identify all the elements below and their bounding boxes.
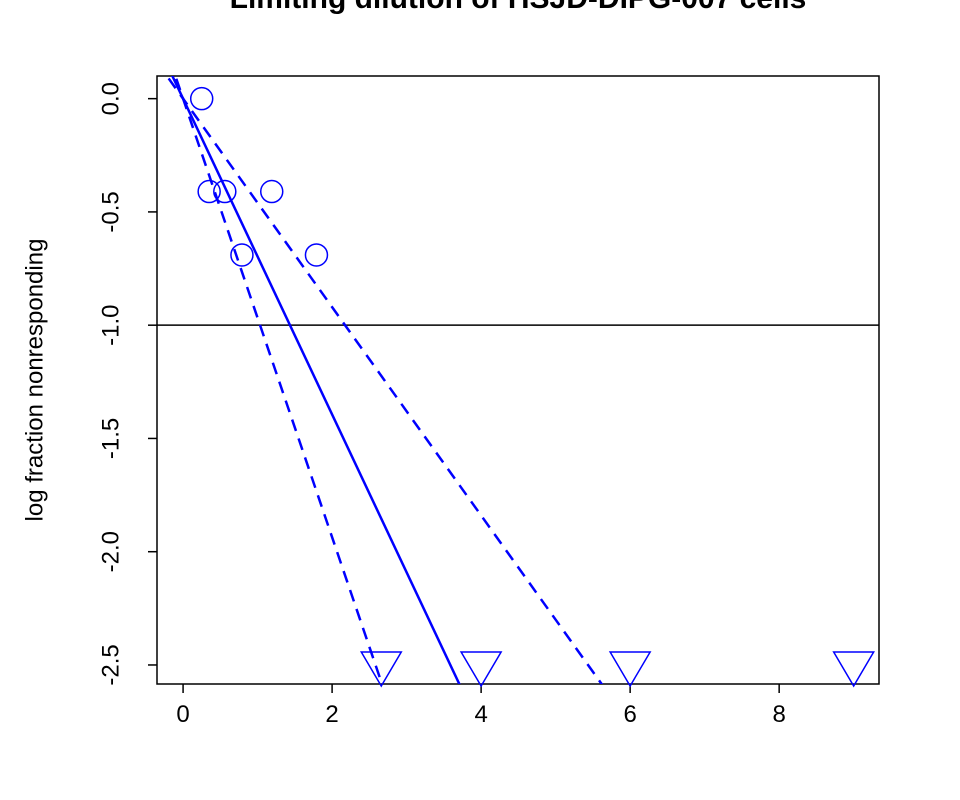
point — [304, 243, 329, 267]
point — [459, 651, 503, 688]
plot-area — [157, 76, 879, 684]
point — [259, 179, 284, 204]
plot-frame — [156, 75, 880, 685]
point — [213, 179, 237, 204]
y-tick-label: 0.0 — [97, 82, 124, 115]
point — [359, 651, 403, 688]
y-tick-label: -0.5 — [97, 191, 124, 232]
point — [832, 651, 875, 688]
x-tick-label: 2 — [325, 701, 338, 728]
y-axis-label: log fraction nonresponding — [21, 239, 48, 522]
fit-line — [171, 76, 461, 684]
y-tick-label: -2.0 — [97, 531, 124, 572]
x-tick-label: 0 — [176, 701, 189, 728]
point — [608, 651, 652, 688]
point — [189, 86, 214, 111]
x-tick-label: 8 — [772, 701, 785, 728]
y-tick-label: -1.5 — [97, 418, 124, 459]
x-tick-label: 6 — [623, 701, 636, 728]
chart-title: Limiting dilution of HSJD-DIPG-007 cells — [230, 0, 807, 15]
y-tick-label: -2.5 — [97, 644, 124, 685]
point — [230, 243, 254, 267]
point — [197, 179, 221, 204]
fit-line — [165, 76, 604, 684]
x-tick-label: 4 — [474, 701, 487, 728]
y-tick-label: -1.0 — [97, 305, 124, 346]
